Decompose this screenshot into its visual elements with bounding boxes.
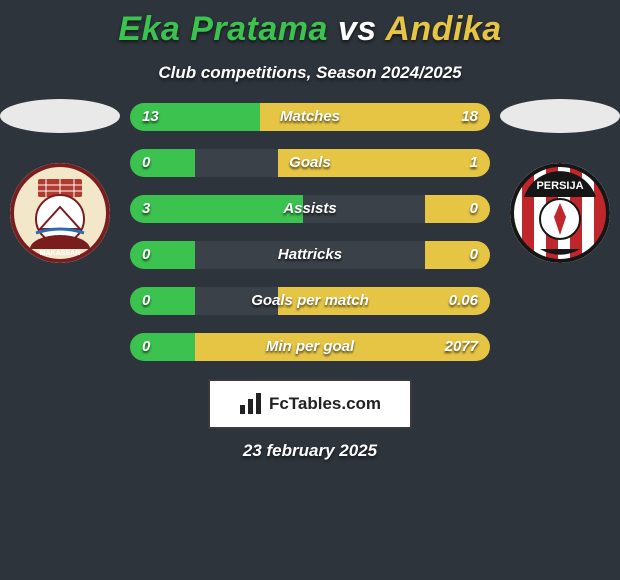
stat-value-right: 0.06 (449, 287, 478, 315)
psm-logo-icon: MAKASSAR (10, 163, 110, 263)
page-title: Eka Pratama vs Andika (0, 0, 620, 49)
brand-footer: FcTables.com (208, 379, 412, 429)
stat-value-left: 0 (142, 241, 150, 269)
player1-club-logo: MAKASSAR (10, 163, 110, 263)
svg-text:PERSIJA: PERSIJA (536, 180, 583, 192)
stat-value-left: 3 (142, 195, 150, 223)
stat-row: 1318Matches (130, 103, 490, 131)
bar-chart-icon (239, 393, 263, 415)
player1-column: MAKASSAR (0, 103, 120, 263)
svg-text:MAKASSAR: MAKASSAR (40, 250, 80, 257)
stat-bar-right (278, 149, 490, 177)
stat-bar-left (130, 149, 195, 177)
persija-logo-icon: PERSIJA (510, 163, 610, 263)
stat-row: 01Goals (130, 149, 490, 177)
comparison-infographic: Eka Pratama vs Andika Club competitions,… (0, 0, 620, 580)
stat-value-right: 2077 (445, 333, 478, 361)
player1-name: Eka Pratama (118, 10, 328, 48)
stat-value-left: 0 (142, 333, 150, 361)
stat-value-right: 18 (461, 103, 478, 131)
stat-value-left: 0 (142, 287, 150, 315)
brand-text: FcTables.com (269, 394, 381, 414)
stat-value-right: 0 (470, 195, 478, 223)
stat-bar-left (130, 287, 195, 315)
stat-value-right: 0 (470, 241, 478, 269)
stats-stage: MAKASSAR (0, 103, 620, 361)
stat-bar-left (130, 333, 195, 361)
player2-column: PERSIJA (500, 103, 620, 263)
date-text: 23 february 2025 (0, 441, 620, 461)
stat-row: 02077Min per goal (130, 333, 490, 361)
player2-name: Andika (385, 10, 501, 48)
player2-club-logo: PERSIJA (510, 163, 610, 263)
vs-text: vs (328, 10, 385, 48)
stat-row: 00Hattricks (130, 241, 490, 269)
stat-row: 00.06Goals per match (130, 287, 490, 315)
player1-silhouette-icon (0, 99, 120, 133)
stat-bar-left (130, 195, 303, 223)
player2-silhouette-icon (500, 99, 620, 133)
stat-value-left: 13 (142, 103, 159, 131)
stat-bar-left (130, 241, 195, 269)
stat-row: 30Assists (130, 195, 490, 223)
stat-rows: 1318Matches01Goals30Assists00Hattricks00… (130, 103, 490, 361)
stat-value-left: 0 (142, 149, 150, 177)
stat-bar-right (425, 195, 490, 223)
stat-value-right: 1 (470, 149, 478, 177)
stat-bar-right (425, 241, 490, 269)
subtitle: Club competitions, Season 2024/2025 (0, 63, 620, 83)
stat-bar-right (260, 103, 490, 131)
